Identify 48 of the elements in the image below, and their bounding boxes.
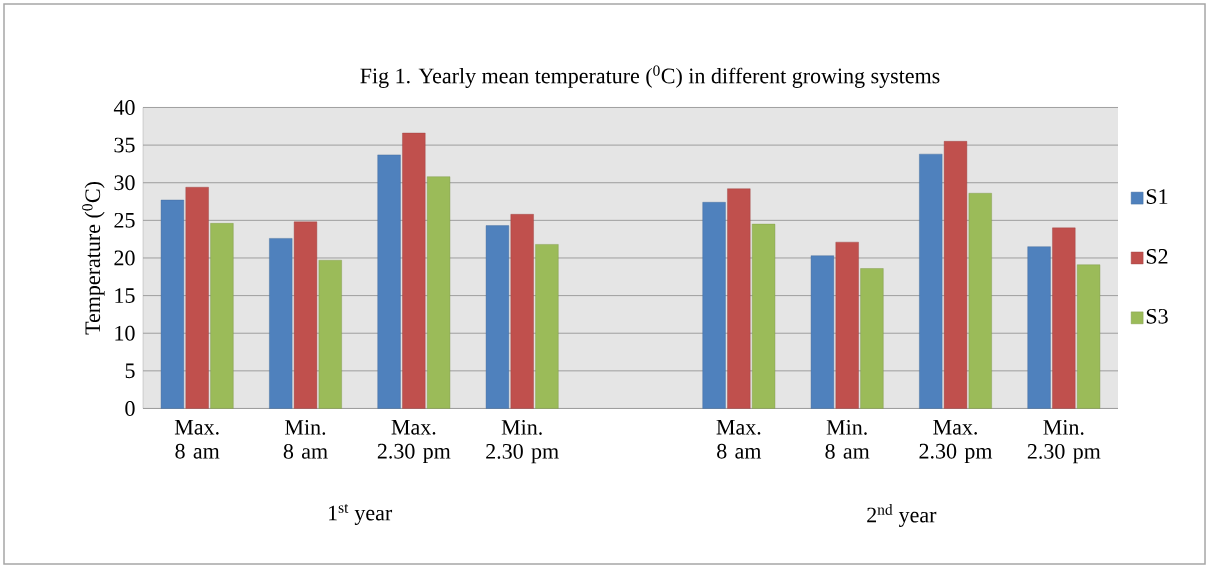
legend-label: S1 [1146,189,1168,204]
y-tick-label: 10 [115,325,135,341]
bar [752,223,776,409]
y-tick-label: 15 [115,288,135,303]
bar [968,193,992,409]
y-tick-label: 0 [125,401,135,416]
bar [535,244,559,409]
bar [485,225,509,409]
x-tick-label: Max. 2.30 pm [377,420,451,464]
legend-label: S3 [1146,308,1168,324]
x-tick-label: Max. 8 am [174,420,220,459]
x-tick-label: Min. 2.30 pm [1027,420,1101,464]
bar [1027,246,1051,409]
bar [810,255,834,409]
y-tick-label: 40 [113,100,135,115]
y-tick-label: 35 [114,137,135,153]
bar [835,241,859,409]
bar [402,132,426,409]
bar [1052,227,1076,409]
bar [210,223,234,409]
text: 1$^{st}$ year [329,504,393,525]
y-axis-title: Temperature ($^{0}$C) [82,182,105,335]
bar [510,214,534,409]
chart-title: Fig 1. Yearly mean temperature ($^{0}$C) in different growing systems [360,65,940,88]
y-tick-label: 5 [125,363,135,379]
bar [377,154,401,409]
y-tick-label: 20 [114,250,135,266]
bar [727,188,751,409]
x-tick-label: Min. 8 am [825,420,870,459]
x-tick-label: Max. 8 am [716,420,762,459]
bar [318,260,342,409]
bar [185,187,209,409]
bar [160,199,184,409]
bar [1077,264,1101,409]
bar [269,238,293,409]
x-tick-label: Min. 2.30 pm [486,420,559,464]
text: 2$^{nd}$ year [867,504,937,527]
bar [919,153,943,409]
bar [293,221,318,409]
x-tick-label: Min. 8 am [283,420,328,459]
legend-label: S2 [1146,249,1168,264]
y-tick-label: 25 [114,212,135,228]
bar [702,202,726,409]
bar [860,268,884,409]
bar [943,141,968,409]
bar [427,176,451,409]
x-tick-label: Max. 2.30 pm [919,420,993,464]
y-tick-label: 30 [114,175,135,191]
